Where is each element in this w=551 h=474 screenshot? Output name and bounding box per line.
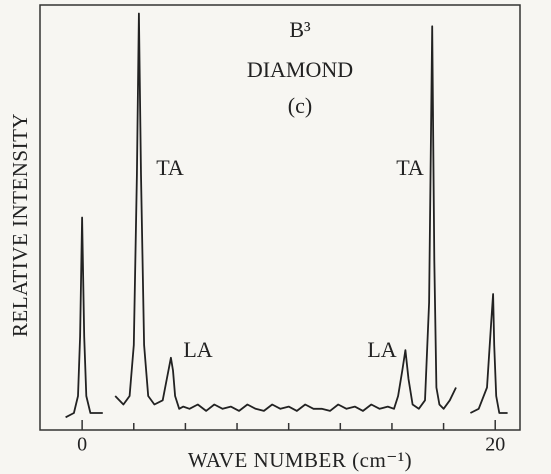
spectrum-line [65, 12, 508, 419]
panel-label: (c) [288, 93, 312, 118]
annotation: LA [367, 337, 396, 362]
x-axis-label: WAVE NUMBER (cm⁻¹) [188, 448, 412, 472]
y-axis-label: RELATIVE INTENSITY [8, 113, 32, 337]
x-tick-label: 0 [77, 434, 87, 456]
plot-frame [39, 4, 521, 431]
x-tick-label: 20 [485, 434, 505, 456]
annotation: TA [156, 155, 184, 180]
annotation: TA [396, 155, 424, 180]
chart-title: B³ [289, 17, 311, 42]
chart-subtitle: DIAMOND [247, 57, 353, 82]
annotation: LA [183, 337, 212, 362]
